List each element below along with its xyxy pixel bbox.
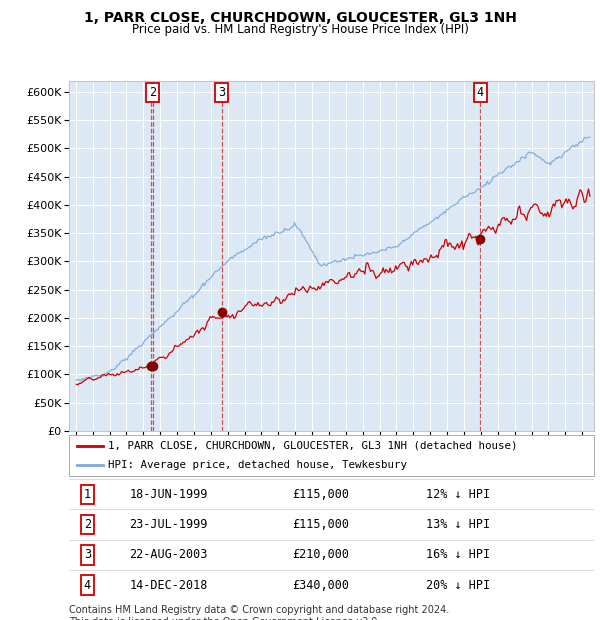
Text: HPI: Average price, detached house, Tewkesbury: HPI: Average price, detached house, Tewk… bbox=[109, 460, 407, 470]
Text: 2: 2 bbox=[84, 518, 91, 531]
Text: 1, PARR CLOSE, CHURCHDOWN, GLOUCESTER, GL3 1NH (detached house): 1, PARR CLOSE, CHURCHDOWN, GLOUCESTER, G… bbox=[109, 441, 518, 451]
Text: 1, PARR CLOSE, CHURCHDOWN, GLOUCESTER, GL3 1NH: 1, PARR CLOSE, CHURCHDOWN, GLOUCESTER, G… bbox=[83, 11, 517, 25]
Text: 23-JUL-1999: 23-JUL-1999 bbox=[130, 518, 208, 531]
Text: 13% ↓ HPI: 13% ↓ HPI bbox=[426, 518, 490, 531]
Text: 18-JUN-1999: 18-JUN-1999 bbox=[130, 488, 208, 501]
Text: £115,000: £115,000 bbox=[293, 518, 349, 531]
Text: 16% ↓ HPI: 16% ↓ HPI bbox=[426, 548, 490, 561]
Text: 2: 2 bbox=[149, 86, 156, 99]
Text: 3: 3 bbox=[218, 86, 225, 99]
Text: 1: 1 bbox=[84, 488, 91, 501]
Text: Contains HM Land Registry data © Crown copyright and database right 2024.
This d: Contains HM Land Registry data © Crown c… bbox=[69, 605, 449, 620]
Text: 14-DEC-2018: 14-DEC-2018 bbox=[130, 578, 208, 591]
Text: 4: 4 bbox=[476, 86, 484, 99]
Text: £210,000: £210,000 bbox=[293, 548, 349, 561]
Text: 12% ↓ HPI: 12% ↓ HPI bbox=[426, 488, 490, 501]
Text: 4: 4 bbox=[84, 578, 91, 591]
Text: £115,000: £115,000 bbox=[293, 488, 349, 501]
Text: £340,000: £340,000 bbox=[293, 578, 349, 591]
Text: 22-AUG-2003: 22-AUG-2003 bbox=[130, 548, 208, 561]
Text: 20% ↓ HPI: 20% ↓ HPI bbox=[426, 578, 490, 591]
Text: Price paid vs. HM Land Registry's House Price Index (HPI): Price paid vs. HM Land Registry's House … bbox=[131, 23, 469, 36]
Text: 3: 3 bbox=[84, 548, 91, 561]
